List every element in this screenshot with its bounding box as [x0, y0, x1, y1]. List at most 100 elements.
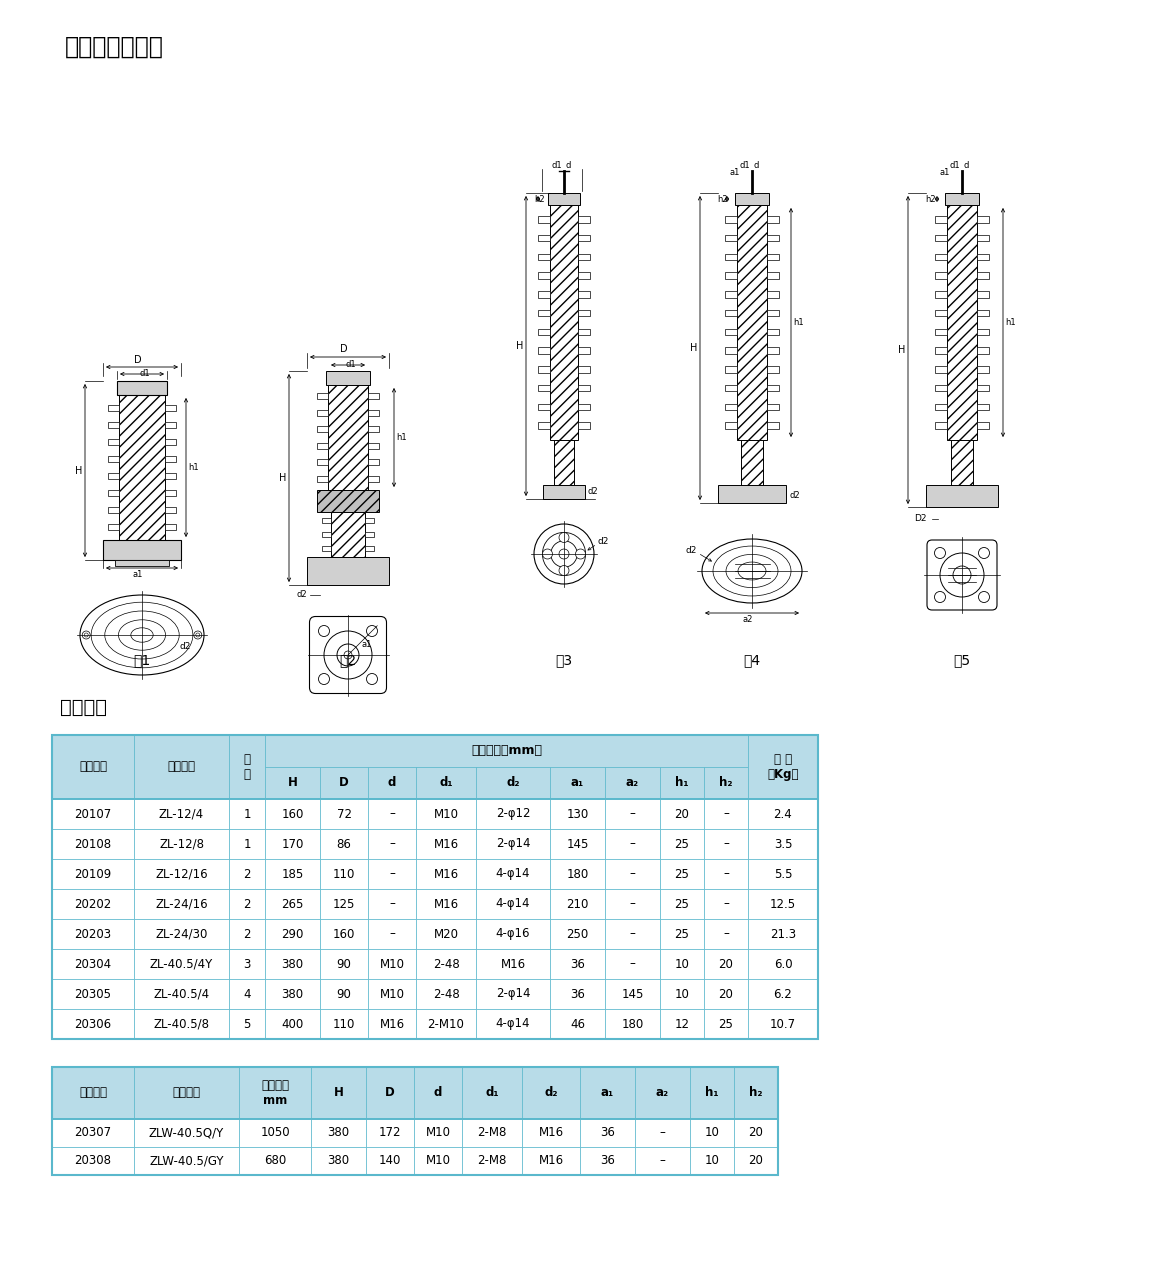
- Bar: [717, 484, 786, 503]
- Text: 140: 140: [379, 1155, 401, 1168]
- Text: –: –: [389, 868, 395, 880]
- Text: a1: a1: [362, 640, 372, 649]
- Text: 380: 380: [282, 988, 304, 1001]
- Bar: [416, 918, 476, 949]
- Bar: [320, 859, 369, 889]
- Circle shape: [366, 673, 378, 684]
- Bar: [767, 404, 779, 410]
- Text: 10: 10: [705, 1155, 720, 1168]
- Text: H: H: [287, 777, 298, 789]
- Bar: [318, 476, 328, 482]
- Bar: [239, 1147, 311, 1175]
- Bar: [977, 272, 989, 280]
- Text: h1: h1: [793, 318, 803, 326]
- Bar: [935, 385, 947, 391]
- Text: –: –: [629, 868, 635, 880]
- Text: 10.7: 10.7: [770, 1017, 796, 1031]
- Text: 145: 145: [621, 988, 643, 1001]
- Text: d2: d2: [586, 487, 598, 496]
- Bar: [704, 859, 748, 889]
- Text: ZLW-40.5/GY: ZLW-40.5/GY: [150, 1155, 224, 1168]
- Text: M16: M16: [379, 1017, 404, 1031]
- Bar: [578, 310, 590, 316]
- Bar: [947, 205, 977, 440]
- Text: –: –: [723, 897, 729, 911]
- Bar: [690, 1066, 734, 1120]
- Text: 产品型号: 产品型号: [168, 760, 196, 773]
- Bar: [322, 533, 331, 536]
- Bar: [265, 859, 320, 889]
- Bar: [935, 291, 947, 297]
- Text: a₂: a₂: [626, 777, 639, 789]
- Text: 图5: 图5: [954, 653, 970, 667]
- Bar: [704, 767, 748, 799]
- Text: 主要尺寸（mm）: 主要尺寸（mm）: [471, 745, 542, 758]
- Bar: [659, 979, 704, 1009]
- Bar: [108, 439, 119, 445]
- Bar: [741, 440, 763, 484]
- Text: M10: M10: [425, 1127, 451, 1140]
- Text: ZL-12/8: ZL-12/8: [159, 837, 204, 850]
- FancyBboxPatch shape: [309, 616, 386, 693]
- Text: d: d: [388, 777, 396, 789]
- Bar: [748, 979, 818, 1009]
- Text: 1: 1: [243, 837, 250, 850]
- Text: 5: 5: [243, 1017, 250, 1031]
- Bar: [659, 918, 704, 949]
- Text: 20109: 20109: [74, 868, 111, 880]
- Text: 图
号: 图 号: [243, 753, 250, 781]
- Bar: [134, 1147, 239, 1175]
- Text: –: –: [629, 807, 635, 821]
- Text: d1: d1: [139, 369, 150, 378]
- Text: 90: 90: [336, 958, 351, 970]
- Text: –: –: [659, 1127, 665, 1140]
- Bar: [134, 1120, 239, 1147]
- Text: 20202: 20202: [74, 897, 111, 911]
- Text: D2: D2: [914, 514, 927, 522]
- Bar: [554, 440, 574, 484]
- Bar: [52, 799, 134, 829]
- Text: M20: M20: [433, 927, 459, 940]
- Bar: [52, 889, 134, 918]
- Text: –: –: [629, 958, 635, 970]
- Bar: [767, 272, 779, 280]
- Bar: [580, 1120, 635, 1147]
- Bar: [952, 440, 974, 484]
- Text: 90: 90: [336, 988, 351, 1001]
- Text: 20306: 20306: [74, 1017, 111, 1031]
- Bar: [704, 979, 748, 1009]
- Bar: [635, 1147, 690, 1175]
- Bar: [165, 473, 176, 479]
- Bar: [462, 1147, 522, 1175]
- Bar: [605, 1009, 659, 1039]
- Text: 工厂代号: 工厂代号: [79, 760, 107, 773]
- Bar: [369, 393, 379, 400]
- Bar: [320, 799, 369, 829]
- Bar: [767, 329, 779, 335]
- Bar: [117, 381, 167, 395]
- Bar: [229, 949, 265, 979]
- Circle shape: [366, 625, 378, 636]
- Text: –: –: [629, 897, 635, 911]
- Text: 2-48: 2-48: [432, 988, 459, 1001]
- Bar: [538, 216, 551, 223]
- Bar: [767, 253, 779, 261]
- Bar: [476, 889, 551, 918]
- Bar: [734, 1147, 778, 1175]
- Text: 86: 86: [336, 837, 351, 850]
- Bar: [265, 799, 320, 829]
- Text: ZL-12/16: ZL-12/16: [155, 868, 207, 880]
- Bar: [935, 272, 947, 280]
- Bar: [538, 310, 551, 316]
- Text: 12.5: 12.5: [770, 897, 796, 911]
- Bar: [724, 216, 737, 223]
- Bar: [977, 423, 989, 429]
- Text: M16: M16: [433, 837, 459, 850]
- Bar: [103, 540, 181, 560]
- Text: d2: d2: [297, 589, 307, 600]
- Text: 2: 2: [243, 897, 250, 911]
- Bar: [476, 1009, 551, 1039]
- Bar: [365, 545, 374, 550]
- Bar: [369, 889, 416, 918]
- Text: 36: 36: [570, 958, 585, 970]
